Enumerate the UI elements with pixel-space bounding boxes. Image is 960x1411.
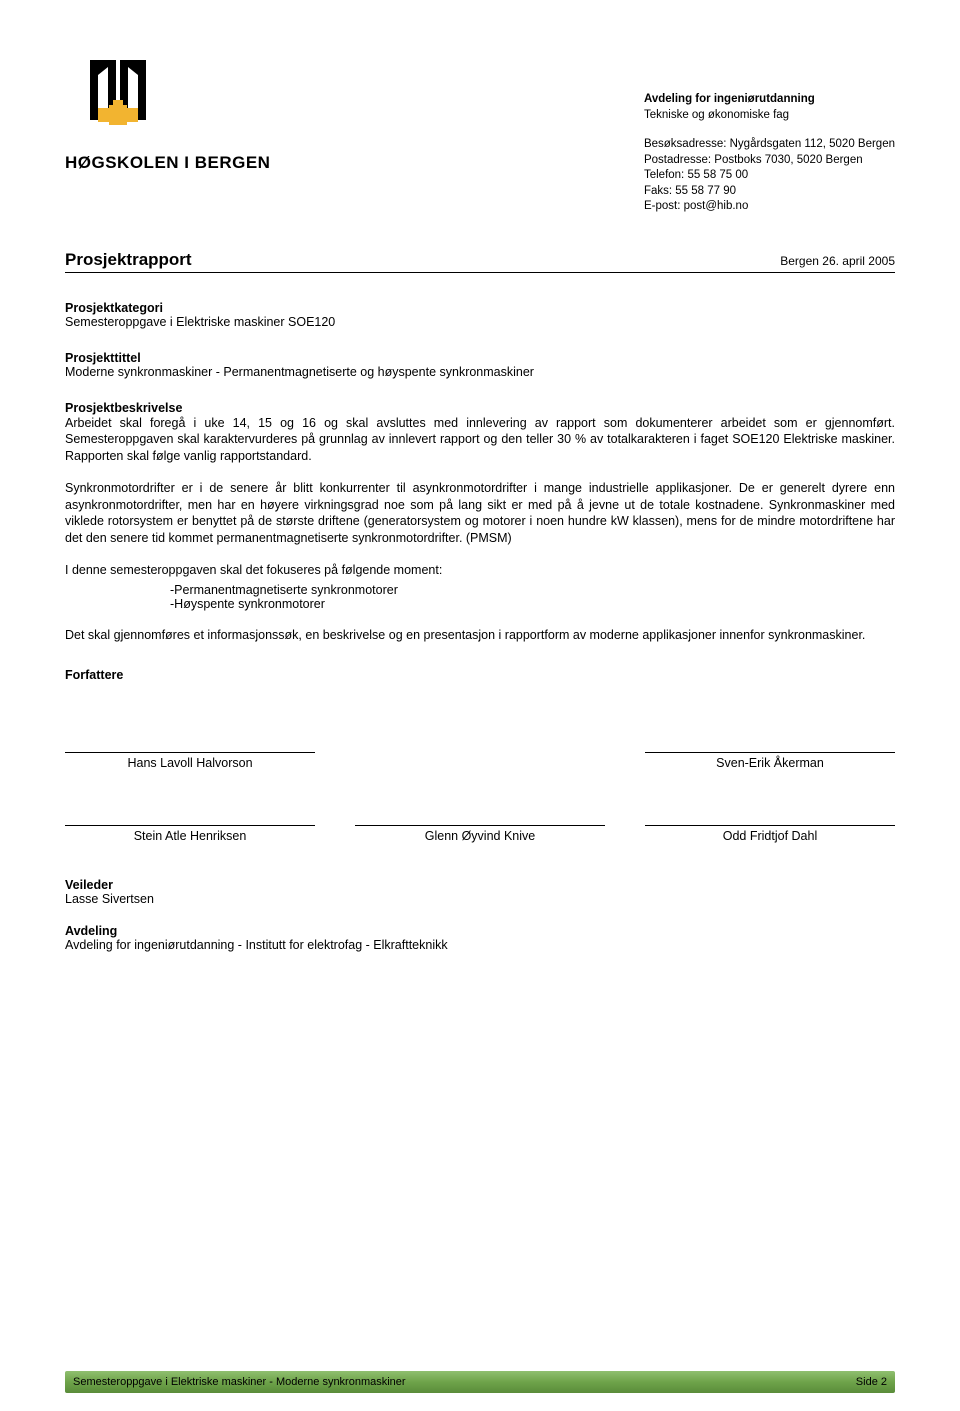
dept-label: Avdeling: [65, 924, 895, 938]
author-name: Hans Lavoll Halvorson: [65, 752, 315, 770]
supervisor-label: Veileder: [65, 878, 895, 892]
document-title-row: Prosjektrapport Bergen 26. april 2005: [65, 250, 895, 273]
description-label: Prosjektbeskrivelse: [65, 401, 895, 415]
authors-section: Forfattere Hans Lavoll Halvorson Sven-Er…: [65, 668, 895, 843]
focus-list: -Permanentmagnetiserte synkronmotorer -H…: [170, 583, 895, 611]
document-date: Bergen 26. april 2005: [780, 254, 895, 268]
logo-area: HØGSKOLEN I BERGEN: [65, 50, 270, 173]
signature-row-1: Hans Lavoll Halvorson Sven-Erik Åkerman: [65, 752, 895, 770]
dept-section: Avdeling Avdeling for ingeniørutdanning …: [65, 924, 895, 952]
author-name: Glenn Øyvind Knive: [355, 825, 605, 843]
fax: Faks: 55 58 77 90: [644, 184, 895, 200]
dept-sub: Tekniske og økonomiske fag: [644, 108, 895, 124]
author-name: Stein Atle Henriksen: [65, 825, 315, 843]
document-title: Prosjektrapport: [65, 250, 192, 270]
signature-row-2: Stein Atle Henriksen Glenn Øyvind Knive …: [65, 825, 895, 843]
signature-slot: Stein Atle Henriksen: [65, 825, 315, 843]
phone: Telefon: 55 58 75 00: [644, 168, 895, 184]
institution-logo-icon: [65, 50, 165, 145]
footer-right: Side 2: [856, 1376, 887, 1388]
post-address: Postadresse: Postboks 7030, 5020 Bergen: [644, 153, 895, 169]
visit-address: Besøksadresse: Nygårdsgaten 112, 5020 Be…: [644, 137, 895, 153]
project-title-label: Prosjekttittel: [65, 351, 895, 365]
footer-bar: Semesteroppgave i Elektriske maskiner - …: [65, 1371, 895, 1393]
description-para4: Det skal gjennomføres et informasjonssøk…: [65, 627, 895, 644]
author-name: Odd Fridtjof Dahl: [645, 825, 895, 843]
author-name: Sven-Erik Åkerman: [645, 752, 895, 770]
header: HØGSKOLEN I BERGEN Avdeling for ingeniør…: [65, 50, 895, 215]
description-section: Prosjektbeskrivelse Arbeidet skal foregå…: [65, 401, 895, 644]
dept-value: Avdeling for ingeniørutdanning - Institu…: [65, 938, 895, 952]
project-title-section: Prosjekttittel Moderne synkronmaskiner -…: [65, 351, 895, 379]
signature-slot: Sven-Erik Åkerman: [645, 752, 895, 770]
description-para2: Synkronmotordrifter er i de senere år bl…: [65, 480, 895, 546]
description-para1: Arbeidet skal foregå i uke 14, 15 og 16 …: [65, 415, 895, 465]
focus-item-1: -Permanentmagnetiserte synkronmotorer: [170, 583, 895, 597]
supervisor-section: Veileder Lasse Sivertsen: [65, 878, 895, 906]
category-section: Prosjektkategori Semesteroppgave i Elekt…: [65, 301, 895, 329]
footer-left: Semesteroppgave i Elektriske maskiner - …: [73, 1376, 406, 1388]
project-title-value: Moderne synkronmaskiner - Permanentmagne…: [65, 365, 895, 379]
category-value: Semesteroppgave i Elektriske maskiner SO…: [65, 315, 895, 329]
dept-name-bold: Avdeling for ingeniørutdanning: [644, 92, 895, 108]
focus-item-2: -Høyspente synkronmotorer: [170, 597, 895, 611]
authors-label: Forfattere: [65, 668, 895, 682]
signature-slot: Glenn Øyvind Knive: [355, 825, 605, 843]
category-label: Prosjektkategori: [65, 301, 895, 315]
signature-slot: Odd Fridtjof Dahl: [645, 825, 895, 843]
supervisor-name: Lasse Sivertsen: [65, 892, 895, 906]
page-container: HØGSKOLEN I BERGEN Avdeling for ingeniør…: [0, 0, 960, 1411]
description-para3: I denne semesteroppgaven skal det fokuse…: [65, 562, 895, 579]
contact-info: Avdeling for ingeniørutdanning Tekniske …: [644, 92, 895, 215]
institution-name: HØGSKOLEN I BERGEN: [65, 153, 270, 173]
email: E-post: post@hib.no: [644, 199, 895, 215]
signature-slot: Hans Lavoll Halvorson: [65, 752, 315, 770]
